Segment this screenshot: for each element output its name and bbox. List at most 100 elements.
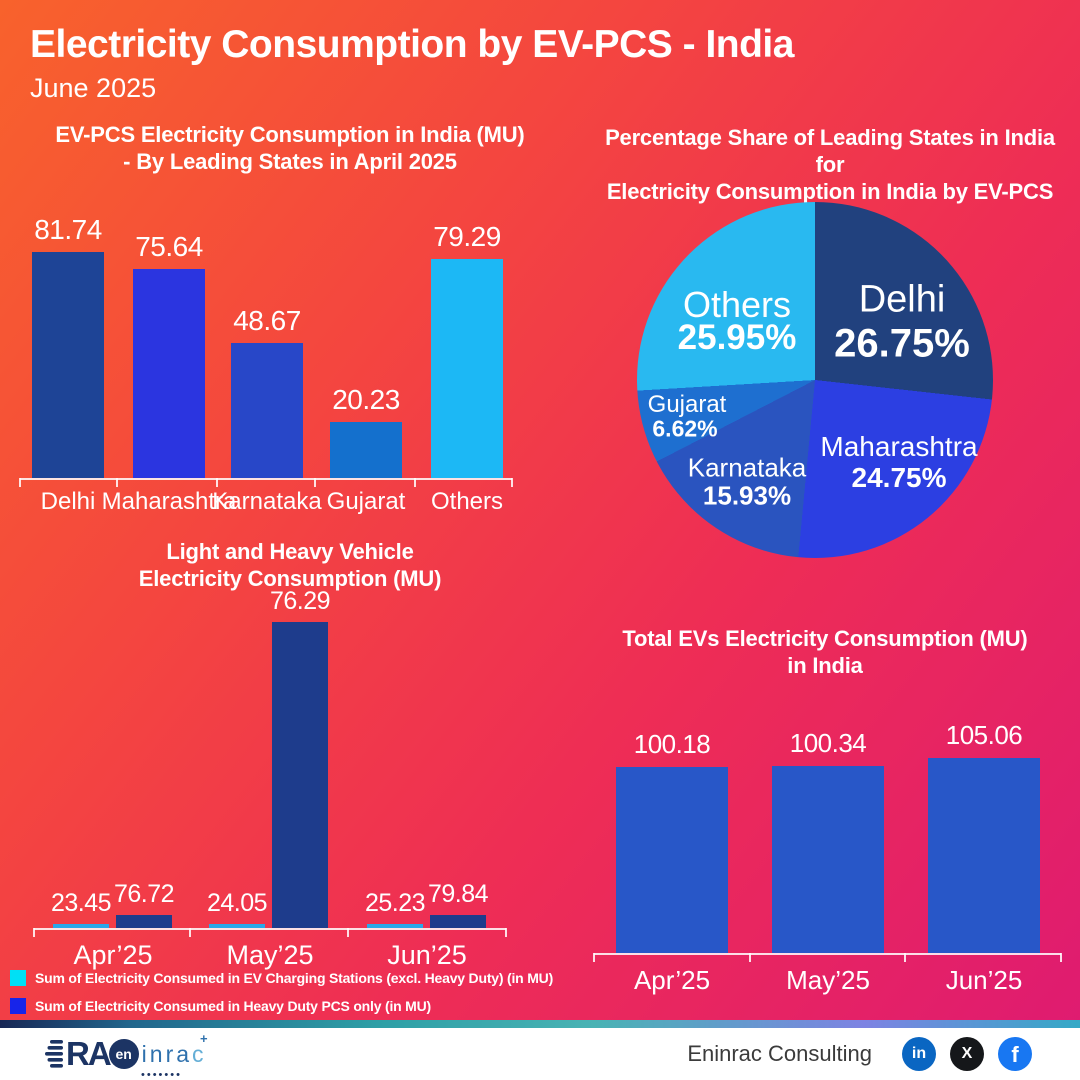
- c3-bar-value: 23.45: [50, 889, 112, 917]
- c1-bar-gujarat: [330, 422, 402, 478]
- legend-swatch-light: [10, 970, 26, 986]
- page-subtitle: June 2025: [30, 73, 157, 103]
- c1-bar-category: Karnataka: [212, 488, 322, 515]
- pie-value-others: 25.95%: [677, 318, 797, 357]
- c1-bar-category: Others: [430, 488, 504, 515]
- total-ev-bar-chart: Total EVs Electricity Consumption (MU) i…: [580, 615, 1070, 1015]
- c1-bar-category: Maharashtra: [101, 488, 237, 515]
- eninrac-logo: RA en inra + c •••••••: [45, 1030, 208, 1080]
- pie-label-delhi: Delhi: [858, 278, 946, 321]
- legend-row-light: Sum of Electricity Consumed in EV Chargi…: [10, 970, 553, 986]
- c4-bar-category: Apr’25: [633, 965, 711, 995]
- social-icons: in X f: [902, 1037, 1032, 1071]
- c4-bar-category: Jun’25: [945, 965, 1023, 995]
- c3-axis-tick: [505, 928, 507, 937]
- share-pie-chart-title: Percentage Share of Leading States in In…: [605, 125, 1055, 204]
- c4-axis-tick: [749, 953, 751, 962]
- c1-axis-tick: [19, 478, 21, 487]
- logo-plus-icon: +: [199, 1030, 208, 1046]
- c4-axis-tick: [593, 953, 595, 962]
- c1-bar-karnataka: [231, 343, 303, 478]
- c4-bar: [616, 767, 728, 953]
- total-ev-chart-title: Total EVs Electricity Consumption (MU) i…: [622, 626, 1028, 678]
- page-title: Electricity Consumption by EV-PCS - Indi…: [30, 23, 794, 66]
- c3-bar-value: 76.29: [269, 587, 331, 615]
- c3-bar-light: [209, 924, 265, 928]
- facebook-icon[interactable]: f: [998, 1037, 1032, 1071]
- c3-bar-value: 25.23: [364, 889, 426, 917]
- c1-bar-value: 20.23: [332, 384, 400, 415]
- c1-bar-value: 79.29: [433, 221, 501, 252]
- c3-bar-light: [367, 924, 423, 928]
- logo-en-circle: en: [108, 1039, 139, 1069]
- total-ev-plot: 100.18 Apr’25 100.34 May’25 105.06 Jun’25: [580, 615, 1070, 1015]
- c3-bar-heavy: [430, 915, 486, 928]
- c1-bar-category: Delhi: [40, 488, 96, 515]
- c1-axis-tick: [216, 478, 218, 487]
- c3-bar-value: 76.72: [113, 880, 175, 908]
- pie-graphic: Delhi 26.75% Maharashtra 24.75% Karnataka 15.…: [637, 202, 993, 558]
- footer: RA en inra + c ••••••• Eninrac Consulting…: [0, 1028, 1080, 1080]
- legend-label-light: Sum of Electricity Consumed in EV Chargi…: [35, 970, 554, 986]
- c4-bar: [928, 758, 1040, 953]
- pie-label-others: Others: [682, 284, 792, 325]
- linkedin-icon[interactable]: in: [902, 1037, 936, 1071]
- light-heavy-plot: 23.45 76.72 Apr’25 24.05 76.29 May’25 25.23 79.…: [10, 530, 570, 1025]
- c3-bar-heavy: [272, 622, 328, 928]
- c1-bar-others: [431, 259, 503, 478]
- c3-axis-tick: [347, 928, 349, 937]
- pie-value-gujarat: 6.62%: [652, 415, 718, 442]
- legend-row-heavy: Sum of Electricity Consumed in Heavy Dut…: [10, 998, 431, 1014]
- c4-axis-tick: [1060, 953, 1062, 962]
- share-pie-chart: Percentage Share of Leading States in In…: [590, 118, 1070, 578]
- c3-axis-tick: [189, 928, 191, 937]
- logo-text-ra: RA: [66, 1035, 112, 1072]
- header: Electricity Consumption by EV-PCS - Indi…: [30, 22, 794, 104]
- pie-label-gujarat: Gujarat: [647, 391, 727, 418]
- c1-axis-tick: [511, 478, 513, 487]
- c3-bar-value: 79.84: [427, 880, 489, 908]
- c3-bar-heavy: [116, 915, 172, 928]
- c3-bar-category: May’25: [226, 940, 314, 970]
- state-bar-chart-title: EV-PCS Electricity Consumption in India …: [55, 122, 525, 174]
- legend-label-heavy: Sum of Electricity Consumed in Heavy Dut…: [35, 998, 432, 1014]
- state-bar-plot: 81.74 Delhi 75.64 Maharashtra 48.67 Karnataka…: [19, 113, 560, 515]
- c4-bar-value: 100.34: [789, 728, 867, 758]
- c1-bar-maharashtra: [133, 269, 205, 478]
- c1-bar-value: 81.74: [34, 214, 102, 245]
- c4-bar-category: May’25: [786, 965, 870, 995]
- c4-axis-tick: [904, 953, 906, 962]
- c4-x-axis: [594, 953, 1061, 955]
- c1-axis-tick: [116, 478, 118, 487]
- footer-gradient-band: [0, 1020, 1080, 1028]
- pie-label-maharashtra: Maharashtra: [820, 431, 978, 462]
- pie-value-maharashtra: 24.75%: [851, 462, 947, 493]
- c3-x-axis: [34, 928, 506, 930]
- logo-text-inra: inra: [141, 1040, 193, 1067]
- c4-bar: [772, 766, 884, 953]
- light-heavy-chart-title: Light and Heavy Vehicle Electricity Cons…: [138, 539, 442, 591]
- c4-bar-value: 100.18: [633, 729, 711, 759]
- c1-bar-delhi: [32, 252, 104, 478]
- c3-bar-category: Jun’25: [387, 940, 467, 970]
- c1-axis-tick: [414, 478, 416, 487]
- pie-value-delhi: 26.75%: [834, 321, 970, 366]
- pie-value-karnataka: 15.93%: [702, 480, 792, 511]
- legend-swatch-heavy: [10, 998, 26, 1014]
- state-bar-chart: EV-PCS Electricity Consumption in India …: [19, 113, 560, 515]
- x-icon[interactable]: X: [950, 1037, 984, 1071]
- c3-bar-value: 24.05: [206, 889, 268, 917]
- c3-axis-tick: [33, 928, 35, 937]
- pie-label-karnataka: Karnataka: [687, 452, 807, 483]
- logo-text-c: + c: [192, 1030, 208, 1067]
- c1-bar-value: 48.67: [233, 305, 301, 336]
- c1-x-axis: [20, 478, 512, 480]
- c1-axis-tick: [314, 478, 316, 487]
- logo-stripes-icon: [45, 1040, 63, 1068]
- light-heavy-bar-chart: Light and Heavy Vehicle Electricity Cons…: [10, 530, 570, 1025]
- c1-bar-value: 75.64: [135, 231, 203, 262]
- logo-dots: •••••••: [141, 1069, 182, 1080]
- brand-text: Eninrac Consulting: [687, 1041, 872, 1066]
- c3-bar-light: [53, 924, 109, 928]
